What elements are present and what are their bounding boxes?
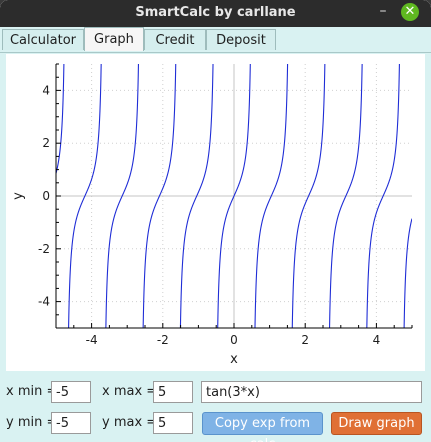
y-tick-label: 2 xyxy=(42,136,50,150)
tab-credit[interactable]: Credit xyxy=(144,29,206,50)
ymax-input[interactable] xyxy=(153,412,193,434)
x-tick-label: -4 xyxy=(86,333,98,347)
y-tick-label: 0 xyxy=(42,189,50,203)
y-tick-label: -2 xyxy=(38,242,50,256)
axes xyxy=(55,63,413,329)
minimize-icon[interactable]: – xyxy=(379,3,387,19)
x-tick-label: 2 xyxy=(301,333,309,347)
tab-deposit[interactable]: Deposit xyxy=(206,29,276,50)
tab-bar: Calculator Graph Credit Deposit xyxy=(0,27,431,53)
tab-calculator[interactable]: Calculator xyxy=(2,29,84,50)
y-tick-label: 4 xyxy=(42,83,50,97)
xmin-input[interactable] xyxy=(51,381,91,403)
close-icon[interactable]: ✕ xyxy=(401,3,419,21)
plot-panel: -4 -2 0 2 4 -4 -2 0 2 4 x y xyxy=(6,54,425,371)
x-range-row: x min = x max = xyxy=(6,381,425,403)
tick-labels: -4 -2 0 2 4 -4 -2 0 2 4 xyxy=(38,83,380,347)
xmax-label: x max = xyxy=(102,384,158,399)
title-bar: SmartCalc by carllane – ✕ xyxy=(0,0,431,27)
curve-series xyxy=(56,64,412,328)
copy-expression-button[interactable]: Copy exp from calc xyxy=(202,412,323,442)
xmin-label: x min = xyxy=(6,384,58,399)
x-tick-label: 0 xyxy=(230,333,238,347)
x-axis-label: x xyxy=(230,352,238,367)
y-tick-label: -4 xyxy=(38,295,50,309)
ymax-label: y max = xyxy=(102,415,158,430)
y-axis-label: y xyxy=(11,192,26,200)
x-tick-label: 4 xyxy=(373,333,381,347)
ymin-label: y min = xyxy=(6,415,58,430)
tab-graph[interactable]: Graph xyxy=(84,27,144,51)
y-range-row: y min = y max = Copy exp from calc Draw … xyxy=(6,412,425,442)
x-tick-label: -2 xyxy=(157,333,169,347)
curve-line xyxy=(56,64,412,328)
function-plot: -4 -2 0 2 4 -4 -2 0 2 4 x y xyxy=(11,63,413,367)
draw-graph-button[interactable]: Draw graph xyxy=(331,412,422,435)
window-title: SmartCalc by carllane xyxy=(135,5,296,20)
ymin-input[interactable] xyxy=(51,412,91,434)
xmax-input[interactable] xyxy=(153,381,193,403)
expression-input[interactable] xyxy=(201,381,422,403)
graph-tab-content: -4 -2 0 2 4 -4 -2 0 2 4 x y x min = x max = y min… xyxy=(0,53,431,442)
